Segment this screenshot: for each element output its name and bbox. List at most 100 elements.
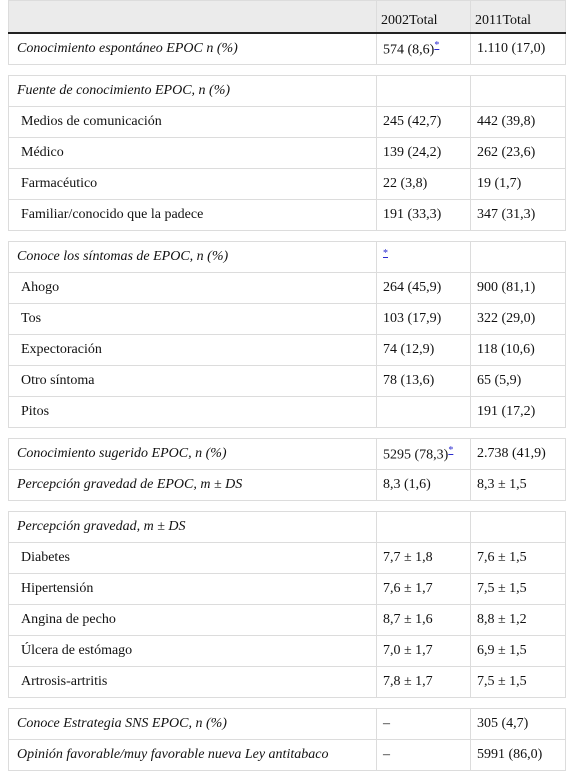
value-cell: 8,3 (1,6) <box>376 469 471 501</box>
value-cell: 347 (31,3) <box>470 199 566 231</box>
spacer-row <box>8 427 566 439</box>
cell-value: 78 (13,6) <box>383 373 435 388</box>
value-cell: 7,5 ± 1,5 <box>470 573 566 605</box>
cell-value: 7,7 ± 1,8 <box>383 550 433 565</box>
cell-value: 8,3 ± 1,5 <box>477 477 527 492</box>
value-cell: – <box>376 739 471 771</box>
value-cell: 264 (45,9) <box>376 272 471 304</box>
item-row: Hipertensión 7,6 ± 1,7 7,5 ± 1,5 <box>8 573 566 605</box>
cell-value: 347 (31,3) <box>477 207 536 222</box>
cell-value: 900 (81,1) <box>477 280 536 295</box>
value-cell: 19 (1,7) <box>470 168 566 200</box>
row-label: Angina de pecho <box>8 604 377 636</box>
cell-value: 7,5 ± 1,5 <box>477 581 527 596</box>
spacer-cell <box>8 697 566 709</box>
value-cell: 900 (81,1) <box>470 272 566 304</box>
cell-value: 7,6 ± 1,5 <box>477 550 527 565</box>
row-label: Tos <box>8 303 377 335</box>
cell-value: 264 (45,9) <box>383 280 442 295</box>
value-cell: 8,8 ± 1,2 <box>470 604 566 636</box>
footnote-link[interactable]: * <box>383 247 388 259</box>
cell-value: 8,8 ± 1,2 <box>477 612 527 627</box>
row-label: Úlcera de estómago <box>8 635 377 667</box>
row-label: Diabetes <box>8 542 377 574</box>
value-cell <box>376 75 471 107</box>
value-cell: – <box>376 708 471 740</box>
cell-value: 22 (3,8) <box>383 176 428 191</box>
spacer-cell <box>8 64 566 76</box>
row-label: Hipertensión <box>8 573 377 605</box>
item-row: Otro síntoma 78 (13,6) 65 (5,9) <box>8 365 566 397</box>
cell-value: 8,7 ± 1,6 <box>383 612 433 627</box>
head-row: Conoce Estrategia SNS EPOC, n (%) – 305 (4… <box>8 708 566 740</box>
item-row: Artrosis-artritis 7,8 ± 1,7 7,5 ± 1,5 <box>8 666 566 698</box>
table-body: Conocimiento espontáneo EPOC n (%) 574 (8… <box>8 32 566 771</box>
value-cell: 1.110 (17,0) <box>470 32 566 65</box>
row-label: Otro síntoma <box>8 365 377 397</box>
cell-value: 245 (42,7) <box>383 114 442 129</box>
item-row: Familiar/conocido que la padece 191 (33,3… <box>8 199 566 231</box>
item-row: Diabetes 7,7 ± 1,8 7,6 ± 1,5 <box>8 542 566 574</box>
cell-value: 8,3 (1,6) <box>383 477 431 492</box>
value-cell: 305 (4,7) <box>470 708 566 740</box>
cell-value: 7,0 ± 1,7 <box>383 643 433 658</box>
spacer-row <box>8 230 566 242</box>
header-cell: 2011Total <box>470 0 566 34</box>
value-cell: 65 (5,9) <box>470 365 566 397</box>
value-cell: 7,6 ± 1,7 <box>376 573 471 605</box>
value-cell: 442 (39,8) <box>470 106 566 138</box>
row-label: Percepción gravedad, m ± DS <box>8 511 377 543</box>
value-cell: 2.738 (41,9) <box>470 438 566 470</box>
cell-value: 7,5 ± 1,5 <box>477 674 527 689</box>
row-label: Conocimiento espontáneo EPOC n (%) <box>8 32 377 65</box>
value-cell <box>376 511 471 543</box>
value-cell: 322 (29,0) <box>470 303 566 335</box>
cell-value: 7,6 ± 1,7 <box>383 581 433 596</box>
item-row: Úlcera de estómago 7,0 ± 1,7 6,9 ± 1,5 <box>8 635 566 667</box>
cell-value: 65 (5,9) <box>477 373 522 388</box>
row-label: Conoce Estrategia SNS EPOC, n (%) <box>8 708 377 740</box>
head-row: Conoce los síntomas de EPOC, n (%) * <box>8 241 566 273</box>
value-cell: 191 (17,2) <box>470 396 566 428</box>
cell-value: 2.738 (41,9) <box>477 446 546 461</box>
value-cell: * <box>376 241 471 273</box>
item-row: Expectoración 74 (12,9) 118 (10,6) <box>8 334 566 366</box>
cell-value: 118 (10,6) <box>477 342 535 357</box>
row-label: Farmacéutico <box>8 168 377 200</box>
value-cell: 7,6 ± 1,5 <box>470 542 566 574</box>
value-cell <box>470 511 566 543</box>
cell-value: 103 (17,9) <box>383 311 442 326</box>
value-cell: 7,5 ± 1,5 <box>470 666 566 698</box>
item-row: Médico 139 (24,2) 262 (23,6) <box>8 137 566 169</box>
cell-value: 305 (4,7) <box>477 716 529 731</box>
cell-value: 74 (12,9) <box>383 342 435 357</box>
cell-value: 191 (17,2) <box>477 404 536 419</box>
footnote-link[interactable]: * <box>434 39 440 51</box>
cell-value: 442 (39,8) <box>477 114 536 129</box>
data-table: 2002Total 2011Total Conocimiento espontá… <box>8 0 566 771</box>
cell-value: 19 (1,7) <box>477 176 522 191</box>
head-row: Percepción gravedad de EPOC, m ± DS 8,3 (… <box>8 469 566 501</box>
spacer-cell <box>8 500 566 512</box>
value-cell: 7,0 ± 1,7 <box>376 635 471 667</box>
value-cell: 245 (42,7) <box>376 106 471 138</box>
cell-value: – <box>383 716 390 731</box>
row-label: Medios de comunicación <box>8 106 377 138</box>
spacer-cell <box>8 427 566 439</box>
footnote-link[interactable]: * <box>448 444 454 456</box>
cell-value: 6,9 ± 1,5 <box>477 643 527 658</box>
head-row: Fuente de conocimiento EPOC, n (%) <box>8 75 566 107</box>
value-cell: 574 (8,6)* <box>376 32 471 65</box>
value-cell <box>470 241 566 273</box>
head-row: Conocimiento sugerido EPOC, n (%) 5295 (7… <box>8 438 566 470</box>
cell-value: 7,8 ± 1,7 <box>383 674 433 689</box>
row-label: Expectoración <box>8 334 377 366</box>
row-label: Percepción gravedad de EPOC, m ± DS <box>8 469 377 501</box>
spacer-row <box>8 64 566 76</box>
row-label: Familiar/conocido que la padece <box>8 199 377 231</box>
head-row: Conocimiento espontáneo EPOC n (%) 574 (8… <box>8 32 566 65</box>
value-cell: 5991 (86,0) <box>470 739 566 771</box>
item-row: Angina de pecho 8,7 ± 1,6 8,8 ± 1,2 <box>8 604 566 636</box>
row-label: Ahogo <box>8 272 377 304</box>
